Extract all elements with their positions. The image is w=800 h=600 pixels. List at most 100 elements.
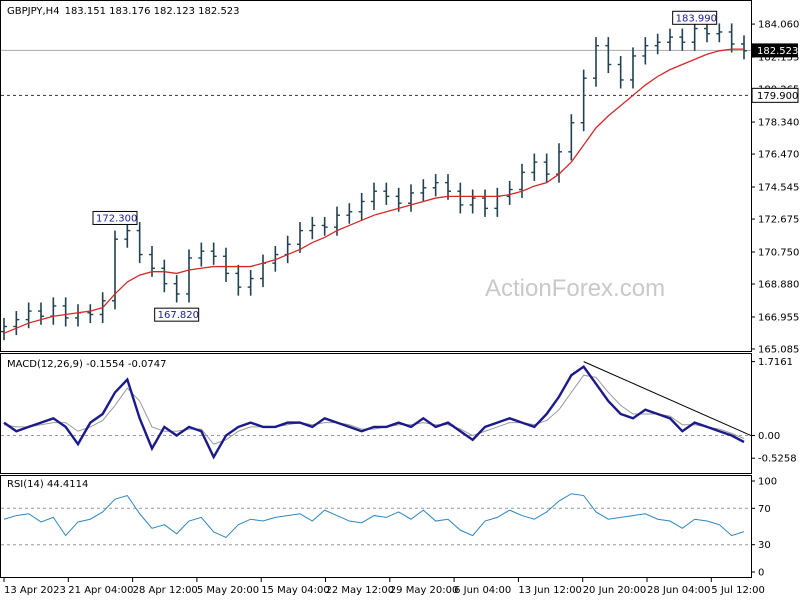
x-tick-label: 15 May 04:00: [261, 585, 330, 596]
x-tick-label: 21 Apr 04:00: [68, 585, 133, 596]
price-bar: [716, 23, 723, 43]
annotation-box: [92, 210, 138, 225]
rsi-header: RSI(14) 44.4114: [7, 479, 88, 490]
macd-signal-line: [3, 374, 745, 445]
x-tick-label: 28 Jun 04:00: [647, 585, 711, 596]
price-bar: [186, 249, 192, 303]
price-bar: [50, 297, 57, 325]
rsi-tick-label: 0: [758, 568, 764, 579]
price-bar: [728, 23, 735, 53]
x-tick-label: 13 Jun 12:00: [518, 585, 582, 596]
price-header: GBPJPY,H4 183.151 183.176 182.123 182.523: [7, 6, 240, 17]
price-bar: [568, 114, 575, 161]
x-tick-label: 6 Jun 04:00: [454, 585, 511, 596]
macd-trendline: [583, 361, 752, 436]
x-tick-label: 13 Apr 2023: [4, 585, 66, 596]
price-bar: [75, 304, 81, 327]
price-tick-label: 176.470: [758, 150, 799, 161]
price-bar: [482, 189, 488, 217]
price-bar: [420, 179, 427, 202]
rsi-tick-label: 30: [758, 540, 771, 551]
price-bar: [25, 302, 32, 329]
price-bar: [87, 304, 94, 324]
price-tick-label: 184.060: [758, 20, 799, 31]
macd-header: MACD(12,26,9) -0.1554 -0.0747: [7, 359, 167, 370]
price-bar: [580, 69, 587, 132]
price-bar: [642, 37, 649, 65]
price-bar: [543, 153, 550, 183]
price-bar: [519, 163, 525, 199]
price-bar: [630, 47, 636, 89]
price-tick-label: 168.880: [758, 280, 799, 291]
x-tick-label: 28 Apr 12:00: [133, 585, 198, 596]
price-tick-label: 165.085: [758, 345, 799, 356]
price-bar: [321, 216, 328, 236]
annotation-label: 183.990: [676, 13, 717, 24]
price-bar: [691, 19, 698, 51]
price-bar: [309, 216, 316, 240]
price-bar: [112, 230, 118, 310]
price-tick-label: 170.750: [758, 247, 799, 258]
price-marker-box: [752, 43, 798, 58]
price-tick-label: 172.675: [758, 215, 799, 226]
price-bar: [593, 37, 599, 87]
price-tick-label: 166.955: [758, 312, 799, 323]
price-bar: [223, 247, 229, 282]
price-tick-label: 174.545: [758, 183, 799, 194]
price-bar: [173, 275, 180, 303]
price-bar: [469, 189, 476, 214]
price-bar: [235, 264, 242, 296]
rsi-line: [3, 493, 745, 539]
price-bar: [161, 259, 168, 293]
price-bar: [124, 222, 131, 248]
price-bar: [297, 222, 303, 253]
price-bar: [371, 182, 377, 211]
macd-line: [3, 364, 745, 460]
x-tick-label: 20 Jun 20:00: [583, 585, 647, 596]
level-marker-box: [751, 87, 799, 103]
rsi-panel: [0, 475, 752, 578]
price-bar: [1, 317, 7, 341]
annotation-box: [154, 307, 200, 322]
rsi-tick-label: 100: [758, 477, 777, 488]
price-marker-label: 182.523: [757, 46, 798, 57]
price-bar: [556, 143, 562, 183]
price-bar: [654, 33, 661, 55]
price-bar: [445, 174, 451, 200]
price-bar: [210, 242, 217, 265]
annotation-box: [672, 10, 718, 25]
price-bar: [617, 55, 624, 89]
price-tick-label: 178.340: [758, 118, 799, 129]
x-tick-label: 29 May 20:00: [390, 585, 459, 596]
price-bar: [741, 35, 747, 60]
price-bar: [284, 235, 291, 264]
annotation-label: 167.820: [158, 310, 199, 321]
price-bar: [13, 311, 20, 336]
macd-tick-label: 0.00: [758, 431, 780, 442]
price-bar: [198, 242, 205, 267]
price-bar: [38, 302, 44, 325]
price-bar: [62, 297, 69, 327]
price-bar: [679, 28, 686, 51]
price-bar: [260, 254, 266, 288]
price-bar: [247, 269, 254, 296]
price-bar: [531, 153, 538, 181]
price-bar: [432, 174, 439, 197]
level-marker-label: 179.900: [757, 91, 798, 102]
price-bars: [1, 19, 747, 341]
price-bar: [408, 184, 414, 212]
price-bar: [358, 192, 365, 221]
x-tick-label: 22 May 12:00: [326, 585, 395, 596]
macd-tick-label: 1.7161: [758, 357, 793, 368]
price-bar: [605, 37, 612, 74]
x-tick-label: 5 Jul 12:00: [711, 585, 765, 596]
price-tick-label: 182.135: [758, 53, 799, 64]
price-bar: [506, 180, 513, 205]
price-panel: [0, 0, 752, 352]
price-bar: [457, 182, 464, 214]
price-bar: [667, 28, 673, 51]
moving-average-line: [3, 48, 744, 334]
price-bar: [136, 222, 143, 264]
